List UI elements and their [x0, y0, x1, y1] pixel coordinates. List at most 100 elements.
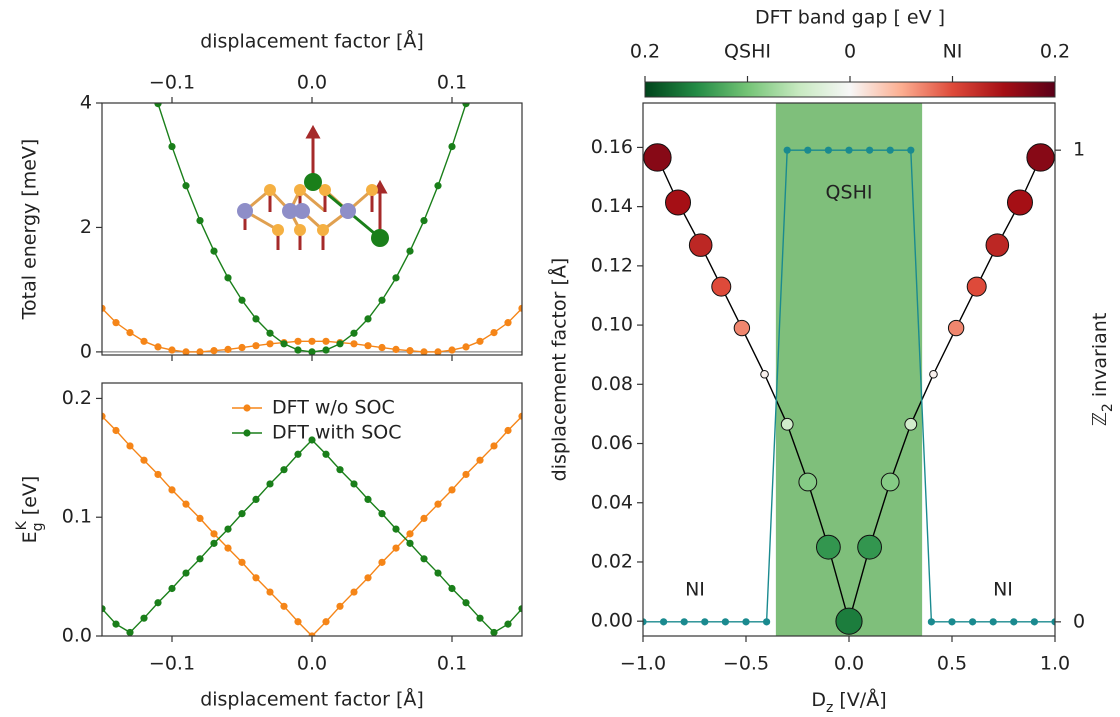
annotation: QSHI	[826, 182, 873, 204]
point	[364, 315, 372, 323]
series-line	[102, 439, 522, 634]
point	[420, 217, 428, 225]
point	[322, 337, 330, 345]
point	[680, 618, 688, 626]
point	[927, 618, 936, 626]
point	[238, 510, 246, 518]
point	[392, 525, 400, 533]
bubble	[665, 189, 692, 216]
point	[280, 466, 288, 474]
point	[140, 53, 147, 60]
point	[322, 346, 330, 354]
point	[448, 346, 456, 354]
bubble	[760, 369, 769, 379]
bubble	[643, 143, 672, 172]
point	[476, 456, 484, 464]
frame	[642, 102, 1056, 637]
point	[364, 495, 372, 504]
point	[308, 436, 316, 444]
point	[350, 340, 358, 348]
point	[266, 329, 274, 337]
point	[643, 618, 647, 626]
y-tick-label: 4	[80, 92, 92, 114]
point	[154, 343, 162, 351]
point	[1051, 618, 1055, 626]
colorbar	[644, 81, 1056, 98]
y-axis-label: displacement factor [Å]	[548, 258, 571, 482]
bubble	[798, 472, 818, 492]
label-part: 2	[1100, 403, 1116, 412]
label-part: E	[19, 531, 41, 543]
point	[420, 514, 428, 523]
point	[168, 584, 176, 593]
point	[476, 614, 484, 622]
y-tick-label: 0.06	[591, 432, 633, 454]
bubble	[816, 534, 841, 560]
point	[140, 337, 148, 345]
label-part: z	[826, 700, 833, 716]
annotation: NI	[993, 579, 1013, 601]
point	[154, 103, 162, 108]
y-tick-label: 0.16	[591, 136, 633, 158]
series	[643, 143, 1055, 635]
point	[266, 588, 274, 596]
point	[196, 514, 204, 523]
point	[336, 466, 344, 474]
y-tick-label: 0.1	[62, 506, 92, 528]
y-axis-label: EgK [eV]	[14, 476, 46, 544]
label-part: [V/Å]	[833, 688, 886, 711]
point	[434, 500, 442, 508]
y2-axis-label: ℤ2 invariant	[1089, 313, 1117, 427]
x-tick-label: 0.1	[437, 72, 467, 94]
bubble	[966, 276, 987, 297]
point	[252, 574, 260, 582]
point	[518, 412, 522, 420]
x-axis-label: Dz [V/Å]	[811, 688, 886, 717]
point	[280, 340, 288, 348]
point	[196, 217, 204, 225]
colorbar-tick-label: 0.2	[630, 41, 660, 63]
point	[763, 618, 771, 626]
x-axis-label: displacement factor [Å]	[200, 688, 424, 711]
legend-marker	[243, 429, 251, 437]
point	[742, 618, 750, 626]
point	[266, 480, 274, 488]
colorbar-tick-label: QSHI	[724, 41, 771, 63]
bubble	[711, 276, 732, 297]
bubble	[947, 319, 965, 337]
point	[294, 450, 302, 458]
point	[462, 599, 470, 607]
point	[336, 602, 344, 610]
point	[266, 340, 274, 348]
bubble	[835, 607, 863, 635]
y-tick-label: 0.12	[591, 254, 633, 276]
point	[804, 146, 812, 154]
point	[238, 296, 246, 304]
bubble	[880, 472, 900, 492]
bubble	[1026, 143, 1055, 172]
point	[1030, 618, 1038, 626]
y-tick-label: 0.14	[591, 195, 633, 217]
y-tick-label: 0.10	[591, 314, 633, 336]
point	[490, 1, 497, 8]
point	[182, 569, 190, 577]
y-tick-label: 0.02	[591, 550, 633, 572]
y-tick-label: 0	[80, 340, 92, 362]
point	[392, 274, 400, 282]
x-tick-label: 0.5	[937, 653, 967, 675]
point	[434, 569, 442, 577]
x-tick-label: −0.1	[149, 653, 195, 675]
point	[448, 142, 456, 151]
point	[210, 347, 218, 355]
series	[102, 436, 522, 636]
point	[378, 296, 386, 304]
x-tick-label: −0.5	[723, 653, 769, 675]
bubble	[688, 233, 713, 257]
point	[102, 605, 106, 613]
point	[322, 450, 330, 458]
point	[238, 343, 246, 352]
point	[434, 348, 442, 355]
point	[518, 605, 522, 613]
point	[308, 337, 316, 345]
y-tick-label: 0.2	[62, 387, 92, 409]
